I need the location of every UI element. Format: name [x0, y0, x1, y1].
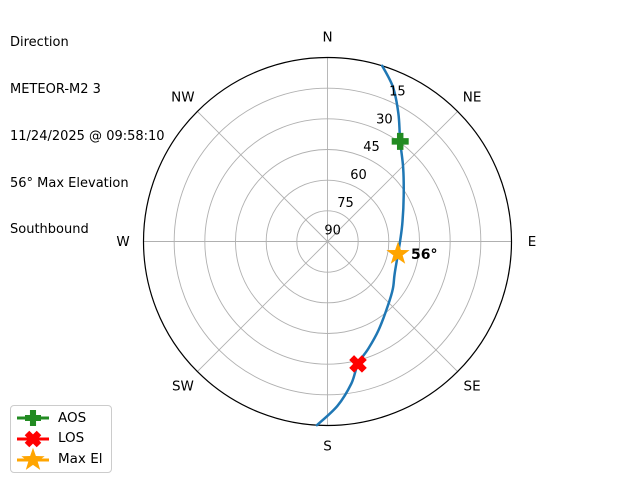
legend-label-los: LOS — [58, 430, 85, 447]
elevation-ring-15 — [173, 87, 482, 396]
pass-direction: Southbound — [10, 222, 89, 238]
max-elevation-text: 56° Max Elevation — [10, 175, 129, 191]
x-icon — [349, 355, 367, 373]
chart-title: Direction — [10, 35, 69, 51]
max-el-marker — [386, 241, 410, 264]
legend: AOS LOS Max El — [10, 405, 112, 473]
elevation-tick-label-30: 30 — [376, 113, 393, 128]
compass-label-w: W — [116, 234, 129, 250]
compass-label-e: E — [528, 234, 537, 250]
compass-label-n: N — [322, 30, 332, 46]
elevation-ring-75 — [296, 210, 359, 273]
compass-label-se: SE — [464, 379, 481, 395]
max-el-star-icon — [17, 447, 49, 470]
max-elevation-annotation: 56° — [411, 247, 437, 263]
star-icon — [21, 447, 45, 470]
elevation-tick-label-60: 60 — [350, 168, 367, 183]
plus-icon — [25, 410, 41, 427]
pass-info-block: Direction METEOR-M2 3 11/24/2025 @ 09:58… — [10, 4, 165, 269]
legend-label-aos: AOS — [58, 409, 87, 426]
compass-label-ne: NE — [463, 89, 482, 105]
compass-label-nw: NW — [171, 89, 194, 105]
x-icon — [24, 430, 42, 448]
elevation-ring-60 — [265, 179, 390, 304]
compass-label-s: S — [323, 439, 332, 455]
legend-label-max-el: Max El — [58, 450, 103, 467]
aos-marker — [391, 132, 409, 150]
compass-label-sw: SW — [172, 379, 194, 395]
elevation-tick-label-45: 45 — [363, 140, 380, 155]
aos-plus-icon — [17, 410, 49, 427]
plus-icon — [391, 132, 409, 150]
legend-item-aos: AOS — [15, 408, 107, 429]
elevation-tick-label-15: 15 — [389, 85, 406, 100]
elevation-ring-30 — [204, 118, 451, 365]
los-x-icon — [17, 430, 49, 448]
legend-item-los: LOS — [15, 429, 107, 450]
star-icon — [386, 241, 410, 264]
horizon-circle — [142, 56, 513, 427]
los-marker — [349, 355, 367, 373]
satellite-name: METEOR-M2 3 — [10, 81, 101, 97]
legend-item-max-el: Max El — [15, 447, 107, 470]
elevation-ring-45 — [235, 149, 420, 334]
elevation-tick-label-90: 90 — [324, 224, 341, 239]
elevation-tick-label-75: 75 — [337, 196, 354, 211]
pass-datetime: 11/24/2025 @ 09:58:10 — [10, 128, 165, 144]
